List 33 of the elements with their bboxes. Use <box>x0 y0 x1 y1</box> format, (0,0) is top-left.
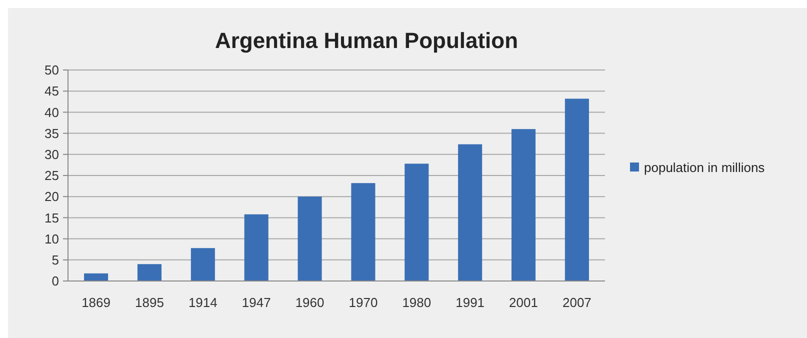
x-tick-label: 2001 <box>509 295 538 310</box>
chart-title: Argentina Human Population <box>214 28 518 53</box>
y-tick-label: 5 <box>52 252 59 268</box>
bar <box>190 248 215 281</box>
bar <box>298 196 322 281</box>
y-tick-label: 30 <box>44 146 59 162</box>
y-tick-label: 35 <box>44 126 59 141</box>
x-tick-label: 1869 <box>82 295 111 310</box>
x-tick-label: 2007 <box>562 295 592 310</box>
bar <box>458 144 482 281</box>
x-tick-label: 1895 <box>135 295 164 310</box>
bar <box>244 214 268 281</box>
bar <box>351 183 376 281</box>
x-tick-label: 1980 <box>402 295 432 310</box>
bar <box>404 164 429 281</box>
y-tick-label: 25 <box>44 168 59 184</box>
x-tick-label: 1960 <box>295 295 324 310</box>
legend-label: population in millions <box>644 160 766 176</box>
bar <box>137 264 162 281</box>
bar <box>84 273 108 281</box>
y-tick-label: 20 <box>44 189 59 204</box>
x-tick-label: 1914 <box>188 295 218 310</box>
y-tick-label: 50 <box>44 62 59 78</box>
y-tick-label: 10 <box>44 231 59 246</box>
x-tick-label: 1970 <box>348 295 378 310</box>
bar <box>564 98 589 281</box>
x-tick-label: 1991 <box>456 295 485 310</box>
x-tick-label: 1947 <box>242 295 271 310</box>
bar <box>511 129 536 281</box>
y-tick-label: 40 <box>44 104 59 120</box>
y-tick-label: 15 <box>44 210 59 226</box>
y-tick-label: 0 <box>52 274 59 289</box>
y-tick-label: 45 <box>44 84 59 99</box>
